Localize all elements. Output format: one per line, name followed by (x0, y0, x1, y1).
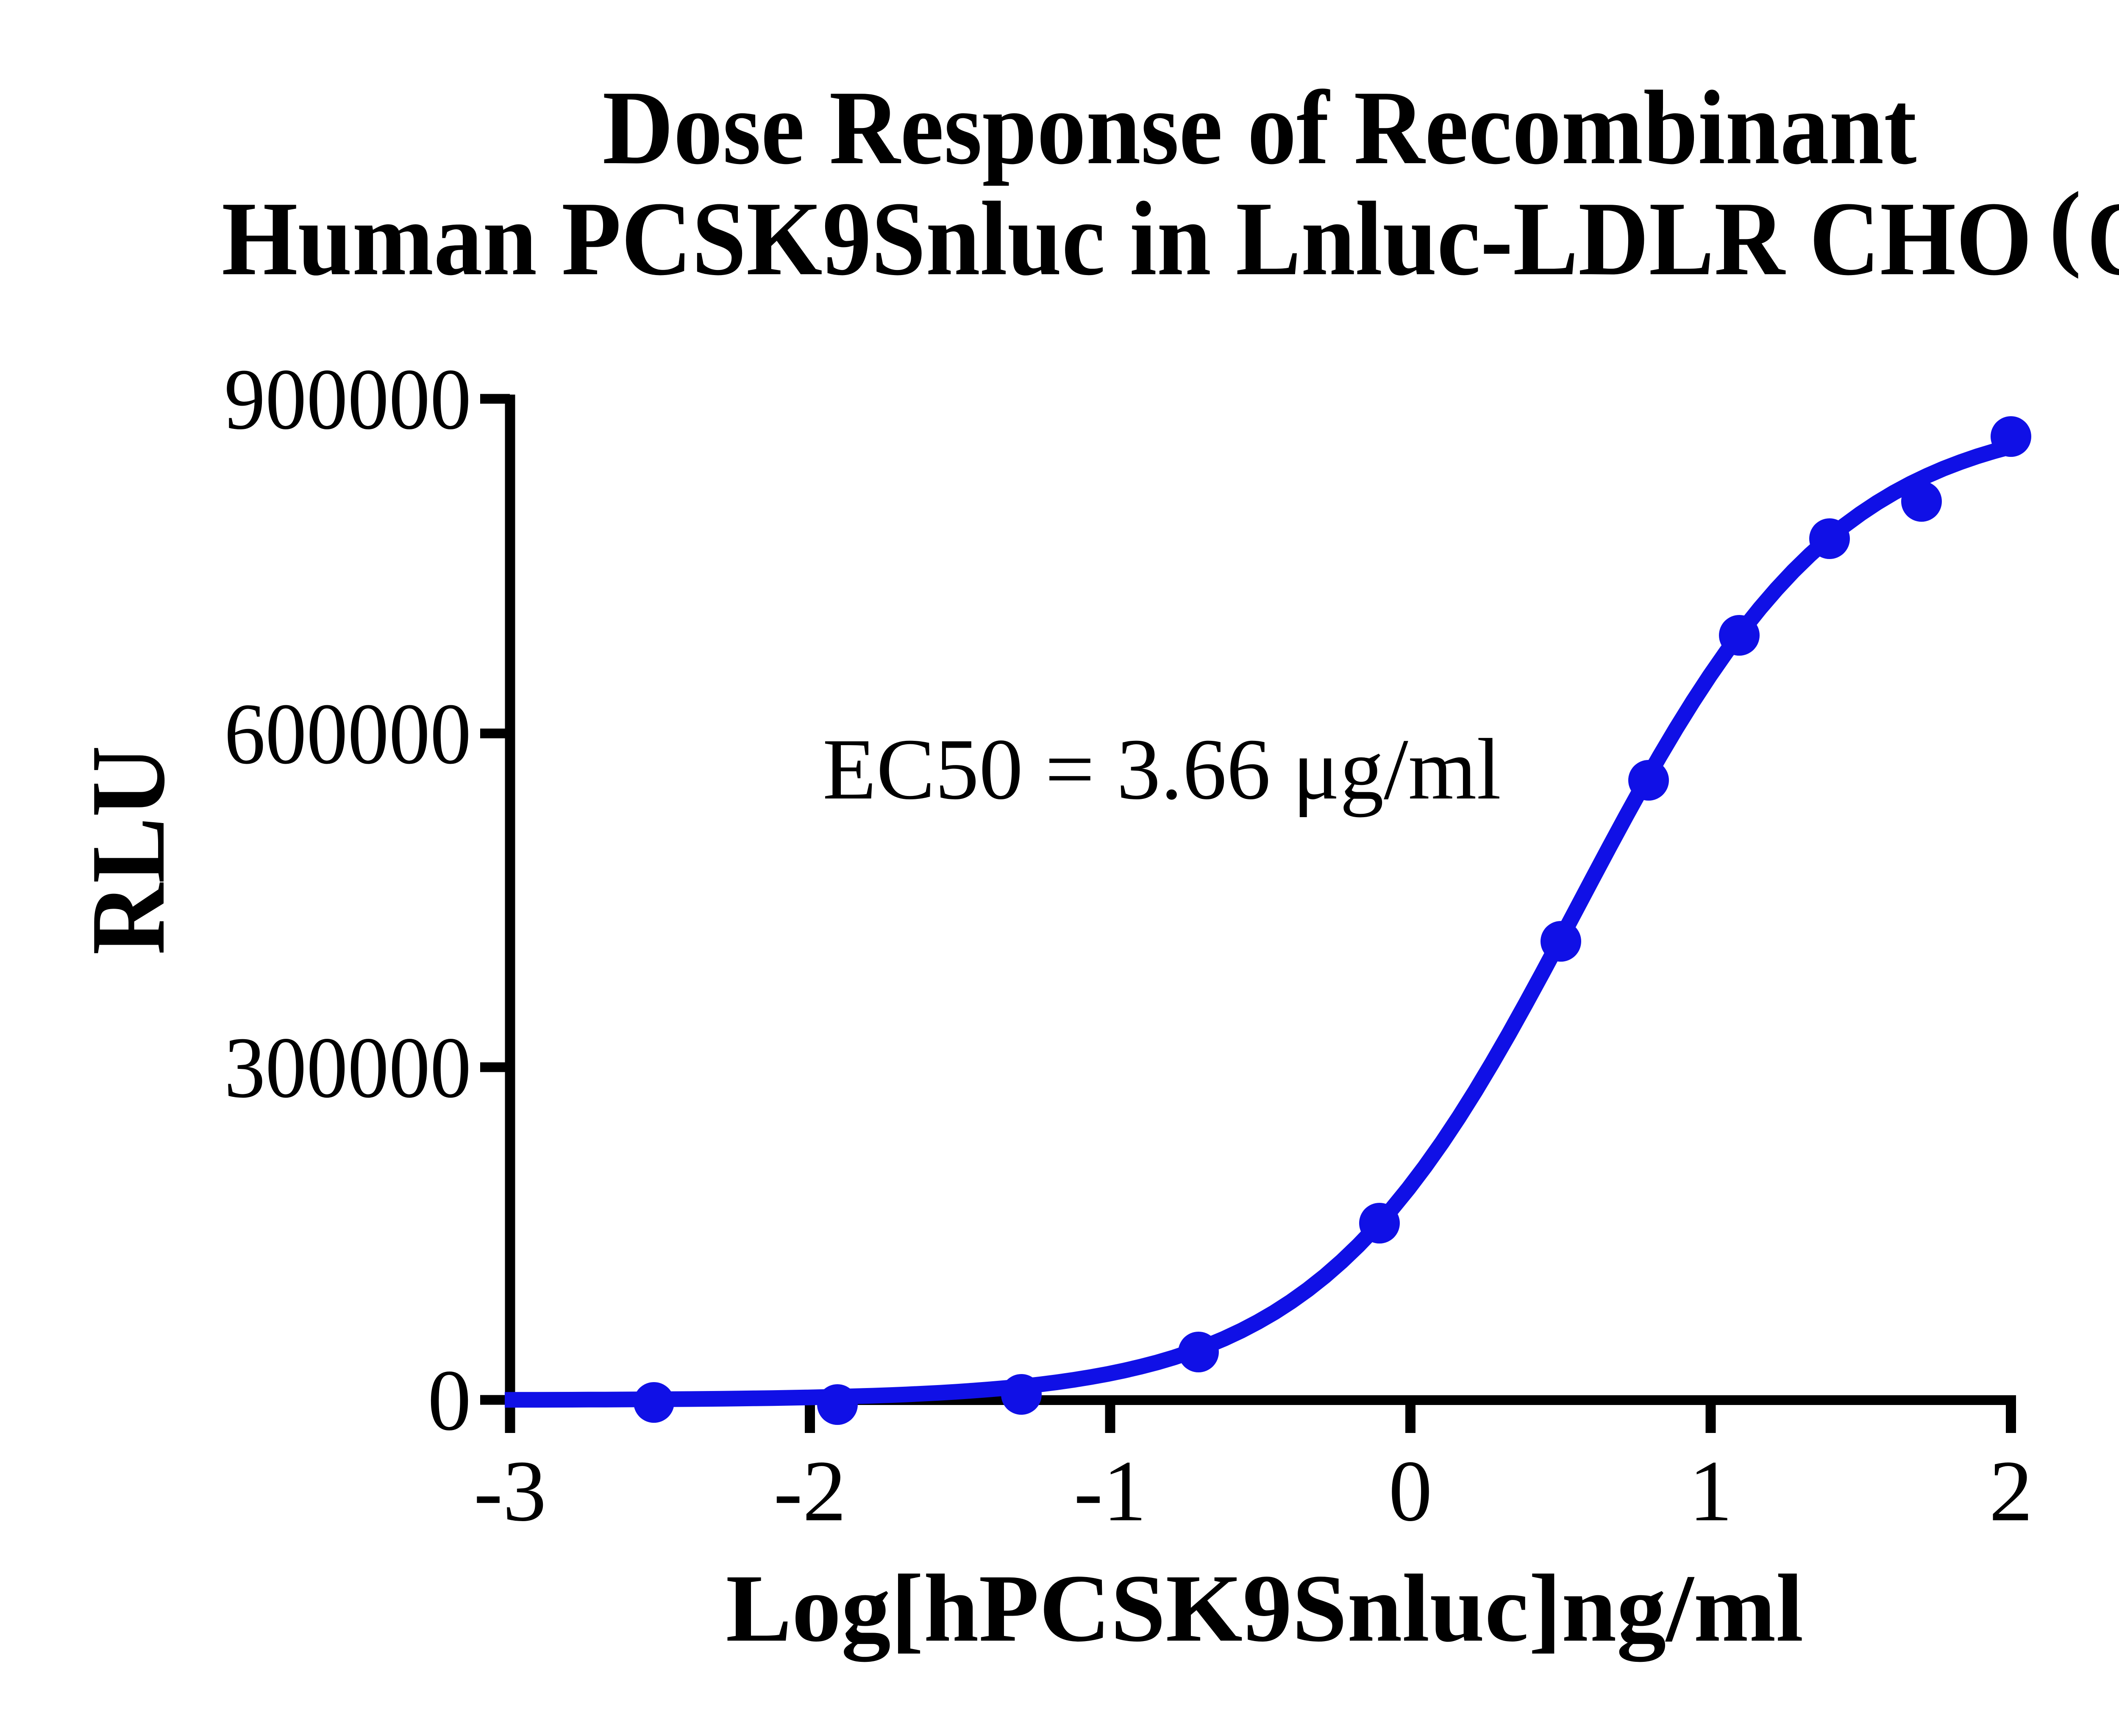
svg-text:-2: -2 (773, 1442, 846, 1539)
svg-text:2: 2 (1989, 1442, 2033, 1539)
svg-text:RLU: RLU (70, 746, 187, 955)
svg-text:600000: 600000 (224, 685, 471, 782)
svg-text:0: 0 (428, 1352, 471, 1449)
svg-text:1: 1 (1689, 1442, 1732, 1539)
svg-text:Log[hPCSK9Snluc]ng/ml: Log[hPCSK9Snluc]ng/ml (726, 1555, 1804, 1662)
svg-text:EC50 = 3.66 μg/ml: EC50 = 3.66 μg/ml (823, 721, 1501, 818)
svg-text:300000: 300000 (224, 1019, 471, 1116)
svg-text:-1: -1 (1074, 1442, 1147, 1539)
svg-text:Dose Response of Recombinant: Dose Response of Recombinant (603, 69, 1917, 186)
svg-text:0: 0 (1389, 1442, 1432, 1539)
svg-text:-3: -3 (474, 1442, 547, 1539)
svg-text:Human PCSK9Snluc in Lnluc-LDLR: Human PCSK9Snluc in Lnluc-LDLR CHO(C10) (222, 172, 2119, 298)
svg-text:900000: 900000 (224, 351, 471, 448)
